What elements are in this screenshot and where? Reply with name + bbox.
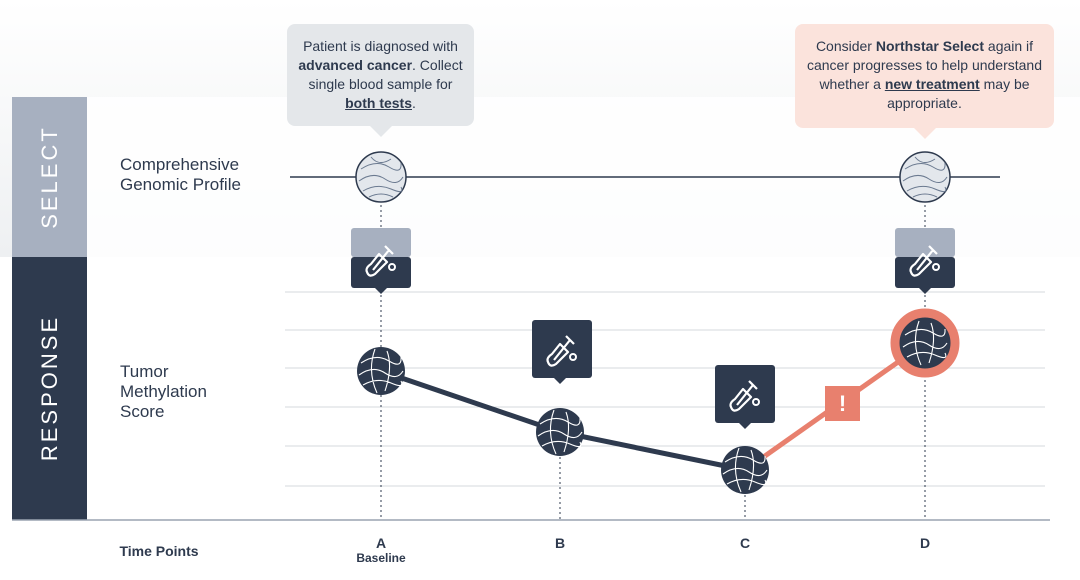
time-point: A [375,535,387,551]
time-point: D [919,535,931,551]
row-label: Comprehensive Genomic Profile [120,155,241,194]
band-label: SELECT [37,125,62,229]
callout-text: Consider [815,38,876,54]
callout: Patient is diagnosed with advanced cance… [287,24,474,126]
callout-text: again if cancer progresses to help under… [806,38,1043,92]
select-band [12,97,87,257]
axis-label: Time Points [119,543,199,559]
test-icon [895,228,955,294]
time-point: B [554,535,566,551]
callout-text: . Collect single blood sample for [308,57,463,92]
callout: Consider Northstar Select again if cance… [795,24,1054,128]
tms-node [536,408,584,456]
callout-text: advanced cancer [298,57,413,73]
test-icon [715,365,775,429]
time-point: C [739,535,751,551]
tms-node-alert [890,308,960,378]
callout-text: may be appropriate. [887,76,1030,111]
callout-tail [370,126,392,137]
callout-text: Patient is diagnosed with [303,38,458,54]
callout-text: Northstar Select [875,38,985,54]
cgp-node [899,151,951,203]
callout-text: new treatment [884,76,980,92]
callout-text: . [412,95,416,111]
response-band [12,257,87,520]
band-label: RESPONSE [37,315,62,461]
tms-node [721,446,769,494]
callout-tail [914,128,936,139]
alert-box [825,386,860,421]
callout-text: both tests [345,95,412,111]
cgp-node [355,151,407,203]
time-point-note: Baseline [356,551,406,565]
alert: ! [839,391,846,416]
tms-node [357,347,405,395]
row-label: Tumor Methylation Score [120,362,207,421]
test-icon [532,320,592,384]
guide-lines [285,291,1045,487]
test-icon [351,228,411,294]
